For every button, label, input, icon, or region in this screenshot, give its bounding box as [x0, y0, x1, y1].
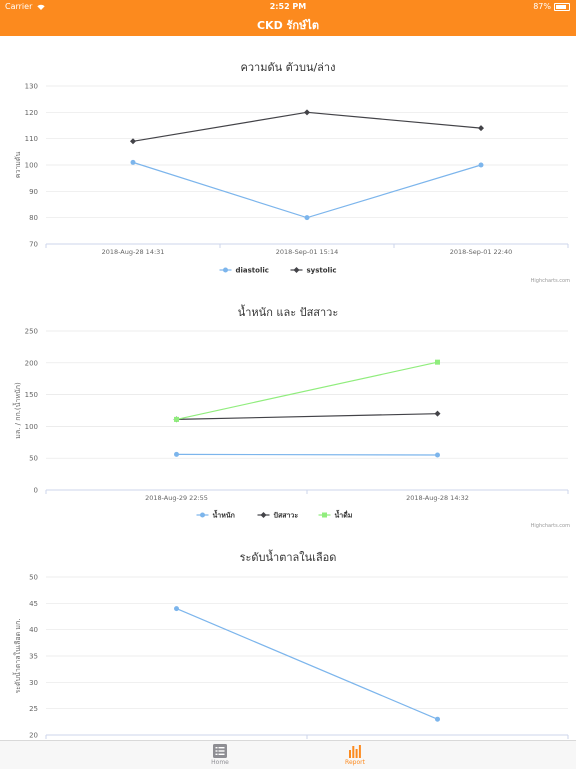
legend-label: ปัสสาวะ — [274, 512, 299, 520]
y-axis-title: ความดัน — [14, 152, 22, 179]
y-tick-label: 120 — [25, 109, 38, 117]
y-tick-label: 45 — [29, 600, 38, 608]
page-title: CKD รักษ์ไต — [256, 19, 320, 32]
y-tick-label: 100 — [25, 162, 38, 170]
series-line — [132, 161, 482, 219]
series-line — [176, 453, 438, 456]
blood-sugar-chart-svg: ระดับน้ำตาลในเลือด 20 25 30 35 40 45 50 ระดับน้ำ… — [11, 549, 569, 740]
credit-label: Highcharts.com — [531, 523, 570, 529]
y-tick-label: 40 — [29, 626, 38, 634]
y-tick-label: 30 — [29, 679, 38, 687]
series-line — [132, 111, 482, 142]
weight-urine-chart-svg: น้ำหนัก และ ปัสสาวะ 0 50 100 150 200 250 2018-A… — [11, 304, 570, 529]
data-point — [478, 125, 484, 132]
y-tick-label: 50 — [29, 455, 38, 463]
y-tick-label: 130 — [25, 83, 38, 91]
data-point — [478, 162, 484, 168]
battery-group: 87% — [533, 2, 570, 11]
y-tick-label: 25 — [29, 705, 38, 713]
data-point — [304, 215, 310, 221]
carrier-group: Carrier — [5, 2, 45, 11]
x-tick-label: 2018-Sep-01 22:40 — [450, 248, 513, 256]
x-tick-label: 2018-Sep-01 15:14 — [276, 248, 339, 256]
y-tick-label: 250 — [25, 328, 38, 336]
y-tick-label: 0 — [34, 487, 38, 495]
battery-icon — [554, 2, 570, 11]
bar-chart-icon — [349, 745, 361, 758]
y-tick-label: 50 — [29, 574, 38, 582]
report-content[interactable]: ความดัน ตัวบน/ล่าง 70 80 90 100 110 120 130 2018… — [0, 36, 576, 740]
y-tick-label: 90 — [29, 188, 38, 196]
data-point — [130, 138, 136, 145]
blood-pressure-chart-svg: ความดัน ตัวบน/ล่าง 70 80 90 100 110 120 130 2018… — [14, 61, 570, 284]
data-point — [435, 359, 440, 365]
data-point — [304, 109, 310, 116]
legend-marker — [200, 512, 205, 518]
legend-marker — [293, 267, 300, 273]
tab-bar: Home Report — [0, 740, 576, 769]
x-tick-label: 2018-Aug-28 14:32 — [406, 494, 469, 502]
chart-title: ระดับน้ำตาลในเลือด — [240, 549, 337, 564]
list-icon — [213, 744, 227, 758]
data-point — [174, 451, 179, 457]
carrier-label: Carrier — [5, 2, 33, 11]
legend-marker — [260, 512, 267, 518]
wifi-icon — [37, 4, 45, 10]
data-point — [435, 716, 440, 722]
tab-report-label: Report — [345, 759, 365, 766]
legend-marker — [322, 512, 327, 518]
y-tick-label: 150 — [25, 391, 38, 399]
data-point — [174, 416, 179, 422]
data-point — [130, 159, 136, 165]
legend-label: น้ำหนัก — [213, 509, 235, 520]
y-tick-label: 70 — [29, 241, 38, 249]
tab-report[interactable]: Report — [211, 741, 499, 769]
y-tick-label: 100 — [25, 423, 38, 431]
data-point — [174, 606, 179, 612]
y-axis-title: ระดับน้ำตาลในเลือด มก. — [11, 619, 22, 694]
y-tick-label: 35 — [29, 653, 38, 661]
y-tick-label: 80 — [29, 214, 38, 222]
tab-home[interactable]: Home — [76, 741, 364, 769]
y-axis-title: มล. / กก.(น้ำหนัก) — [11, 382, 22, 439]
clock: 2:52 PM — [269, 2, 307, 11]
weight-urine-chart: น้ำหนัก และ ปัสสาวะ 0 50 100 150 200 250 2018-A… — [0, 301, 576, 541]
blood-pressure-chart: ความดัน ตัวบน/ล่าง 70 80 90 100 110 120 130 2018… — [0, 56, 576, 296]
x-tick-label: 2018-Aug-29 22:55 — [145, 494, 208, 502]
legend-label: systolic — [307, 267, 337, 275]
data-point — [435, 452, 440, 458]
tab-home-label: Home — [211, 759, 229, 766]
status-bar: Carrier 2:52 PM 87% — [0, 0, 576, 14]
series-line — [176, 361, 438, 420]
blood-sugar-chart: ระดับน้ำตาลในเลือด 20 25 30 35 40 45 50 ระดับน้ำ… — [0, 546, 576, 740]
y-tick-label: 20 — [29, 732, 38, 740]
legend-marker — [223, 267, 228, 273]
legend-label: diastolic — [236, 267, 269, 275]
credit-label: Highcharts.com — [531, 278, 570, 284]
y-tick-label: 110 — [25, 135, 38, 143]
x-tick-label: 2018-Aug-28 14:31 — [102, 248, 165, 256]
y-tick-label: 200 — [25, 359, 38, 367]
chart-title: น้ำหนัก และ ปัสสาวะ — [238, 304, 339, 319]
legend-label: น้ำดื่ม — [335, 509, 353, 520]
battery-percent: 87% — [533, 2, 551, 11]
data-point — [434, 410, 441, 417]
series-line — [176, 608, 438, 720]
series-line — [176, 413, 438, 421]
nav-bar: CKD รักษ์ไต — [0, 14, 576, 36]
chart-title: ความดัน ตัวบน/ล่าง — [241, 61, 336, 74]
